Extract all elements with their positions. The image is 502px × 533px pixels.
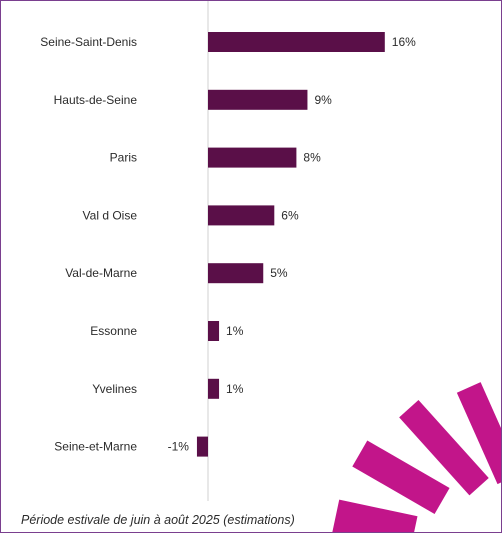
starburst-ray bbox=[332, 499, 418, 532]
bar bbox=[196, 436, 208, 457]
category-label: Val d Oise bbox=[83, 208, 138, 222]
value-label: 6% bbox=[281, 208, 299, 222]
starburst-ray bbox=[456, 382, 501, 485]
starburst-ray bbox=[399, 399, 489, 496]
category-label: Seine-Saint-Denis bbox=[40, 35, 137, 49]
category-label: Paris bbox=[110, 151, 137, 165]
category-label: Seine-et-Marne bbox=[54, 440, 137, 454]
category-label: Essonne bbox=[90, 324, 137, 338]
category-label: Val-de-Marne bbox=[65, 266, 137, 280]
value-label: 16% bbox=[392, 35, 416, 49]
bar bbox=[208, 263, 264, 284]
bar bbox=[208, 89, 308, 110]
value-label: 8% bbox=[303, 151, 321, 165]
value-label: 1% bbox=[226, 382, 244, 396]
value-label: -1% bbox=[168, 440, 190, 454]
value-label: 1% bbox=[226, 324, 244, 338]
bar bbox=[208, 147, 297, 168]
footnote: Période estivale de juin à août 2025 (es… bbox=[21, 513, 295, 527]
value-label: 5% bbox=[270, 266, 288, 280]
bar bbox=[208, 321, 220, 341]
bar bbox=[208, 32, 385, 52]
bar bbox=[208, 378, 220, 399]
starburst-ray bbox=[352, 440, 450, 514]
category-label: Yvelines bbox=[92, 382, 137, 396]
value-label: 9% bbox=[314, 93, 332, 107]
category-label: Hauts-de-Seine bbox=[54, 93, 138, 107]
bar bbox=[208, 205, 275, 226]
magenta-starburst-logo bbox=[332, 382, 501, 532]
